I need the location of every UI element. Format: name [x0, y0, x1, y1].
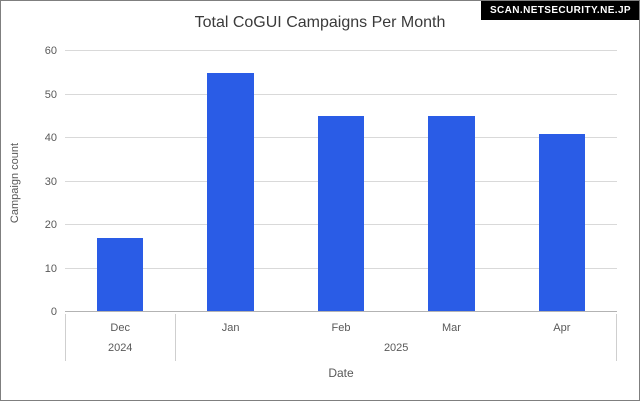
year-group-label: 2025 — [383, 342, 409, 354]
y-tick-label: 0 — [50, 306, 57, 318]
gridline — [65, 93, 617, 95]
x-tick-label: Feb — [331, 322, 351, 334]
bars — [65, 51, 617, 312]
y-tick-label: 50 — [44, 88, 57, 101]
axis-separator — [175, 314, 177, 361]
bar-feb — [317, 116, 365, 312]
gridline — [65, 50, 617, 51]
bar-jan — [207, 72, 254, 312]
y-tick-label: 20 — [44, 219, 57, 232]
x-axis-labels: Dec Jan Feb Mar Apr — [65, 314, 617, 334]
year-group-label: 2024 — [107, 342, 133, 354]
watermark-badge: SCAN.NETSECURITY.NE.JP — [480, 1, 639, 20]
plot-area: 0 10 20 30 40 50 60 — [45, 45, 617, 318]
bar-apr — [538, 133, 585, 312]
axis-separators — [65, 314, 617, 361]
y-tick-label: 40 — [44, 132, 57, 145]
x-axis-title: Date — [328, 366, 354, 380]
y-tick-label: 10 — [44, 262, 57, 275]
year-groups: 2024 2025 — [65, 342, 617, 358]
bar-dec — [97, 238, 144, 312]
bar-slot — [286, 51, 396, 312]
bar-slot — [396, 51, 506, 312]
y-tick-label: 30 — [44, 175, 57, 188]
y-tick-label: 60 — [44, 45, 57, 57]
y-axis-title: Campaign count — [9, 142, 21, 224]
x-tick-label: Jan — [221, 322, 240, 334]
chart-title: Total CoGUI Campaigns Per Month — [194, 14, 446, 31]
bar-slot — [507, 51, 617, 312]
axis-separator — [616, 314, 617, 361]
x-tick-label: Apr — [553, 322, 571, 334]
bar-slot — [175, 51, 285, 312]
x-tick-label: Mar — [441, 322, 461, 334]
x-tick-label: Dec — [110, 322, 130, 334]
bar-slot — [65, 51, 175, 312]
axis-separator — [65, 314, 66, 361]
bar-mar — [428, 116, 475, 312]
x-axis-line — [65, 311, 617, 312]
